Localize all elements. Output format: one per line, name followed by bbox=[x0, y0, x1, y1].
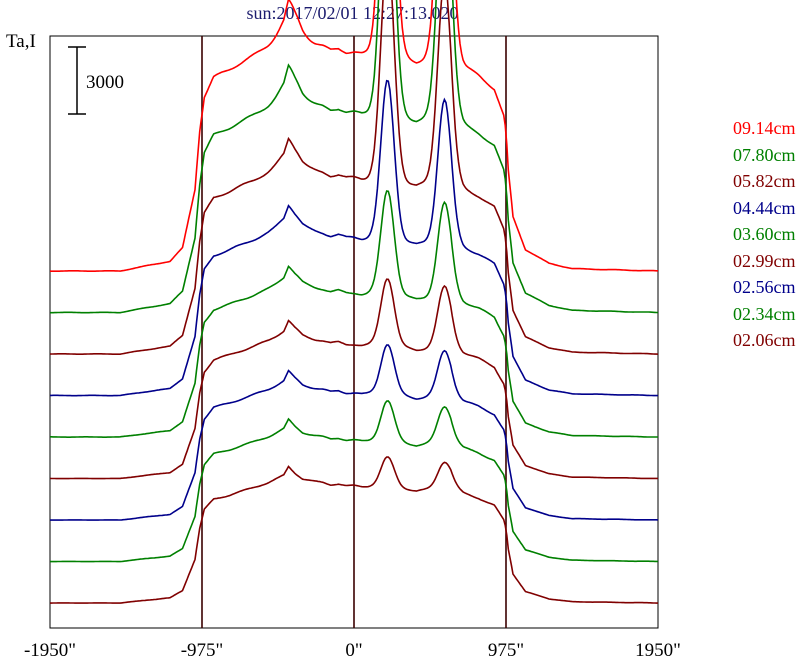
x-tick-label: -1950" bbox=[24, 640, 76, 661]
legend-entry: 07.80cm bbox=[733, 144, 796, 165]
scale-bar-label: 3000 bbox=[86, 72, 124, 93]
series-line-09.14cm bbox=[50, 0, 658, 272]
series-line-05.82cm bbox=[49, 0, 659, 355]
legend-entry: 03.60cm bbox=[733, 224, 796, 244]
legend-entry: 09.14cm bbox=[733, 118, 796, 138]
chart-title: sun:2017/02/01 12:27:13.020 bbox=[246, 3, 459, 23]
x-tick-labels: -1950" -975" 0" 975" 1950" bbox=[24, 640, 681, 661]
series-line-07.80cm bbox=[50, 0, 659, 314]
series-line-02.06cm bbox=[50, 456, 658, 604]
x-tick-label: 1950" bbox=[635, 640, 681, 661]
legend-entry: 05.82cm bbox=[733, 171, 796, 191]
reference-lines bbox=[201, 36, 507, 628]
x-tick-label: 975" bbox=[488, 640, 524, 661]
scale-bar: 3000 bbox=[68, 46, 124, 115]
legend-entry: 04.44cm bbox=[733, 197, 796, 218]
series-line-02.99cm bbox=[49, 278, 658, 480]
series-line-02.34cm bbox=[50, 400, 659, 563]
x-tick-label: 0" bbox=[345, 640, 362, 661]
series-line-02.56cm bbox=[50, 344, 659, 521]
legend-entry: 02.06cm bbox=[733, 330, 796, 350]
legend-entry: 02.56cm bbox=[733, 277, 796, 297]
x-tick-label: -975" bbox=[181, 640, 224, 661]
series-line-04.44cm bbox=[50, 79, 658, 397]
legend-entry: 02.34cm bbox=[733, 303, 796, 324]
legend-entry: 02.99cm bbox=[733, 250, 796, 271]
series-lines bbox=[49, 0, 659, 604]
y-axis-label: Ta,I bbox=[6, 31, 36, 52]
series-line-03.60cm bbox=[50, 190, 658, 438]
